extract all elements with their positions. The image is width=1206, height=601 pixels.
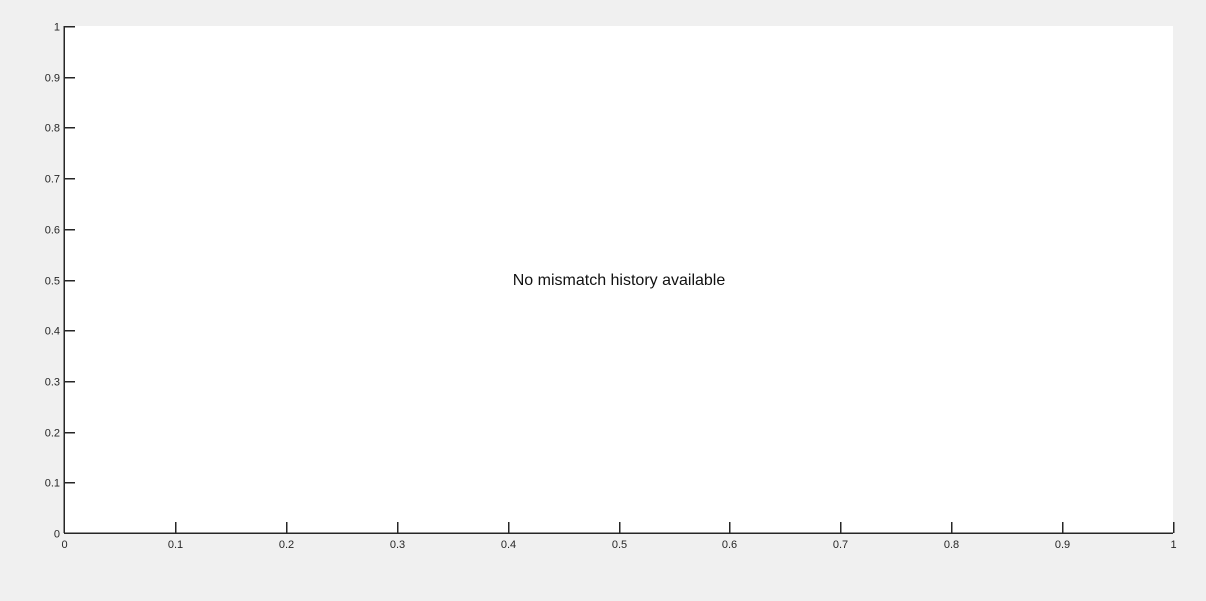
y-tick-label: 0 (54, 529, 60, 541)
x-tick-label: 0.5 (612, 539, 627, 551)
y-tick-label: 0.7 (45, 174, 60, 186)
x-tick-label: 0.7 (833, 539, 848, 551)
y-tick-label: 0.8 (45, 123, 60, 135)
no-data-message: No mismatch history available (513, 272, 726, 289)
y-tick-label: 0.3 (45, 377, 60, 389)
x-tick-label: 0.4 (501, 539, 516, 551)
axes (63, 26, 1173, 534)
y-tick-label: 1 (54, 22, 60, 34)
y-ticks: 0 0.1 0.2 0.3 0.4 0.5 0.6 0.7 0.8 0.9 1 (45, 22, 75, 541)
x-tick-label: 0.1 (168, 539, 183, 551)
y-tick-label: 0.6 (45, 225, 60, 237)
y-tick-label: 0.5 (45, 276, 60, 288)
y-tick-label: 0.4 (45, 326, 60, 338)
y-tick-label: 0.2 (45, 428, 60, 440)
x-tick-label: 0.3 (390, 539, 405, 551)
x-tick-label: 0.9 (1055, 539, 1070, 551)
x-ticks: 0 0.1 0.2 0.3 0.4 0.5 0.6 0.7 0.8 0.9 1 (61, 522, 1177, 551)
y-tick-label: 0.1 (45, 478, 60, 490)
x-tick-label: 0 (61, 539, 67, 551)
x-tick-label: 0.6 (722, 539, 737, 551)
y-tick-label: 0.9 (45, 73, 60, 85)
plot-area (64, 26, 1173, 533)
x-tick-label: 0.2 (279, 539, 294, 551)
x-tick-label: 0.8 (944, 539, 959, 551)
x-tick-label: 1 (1170, 539, 1176, 551)
